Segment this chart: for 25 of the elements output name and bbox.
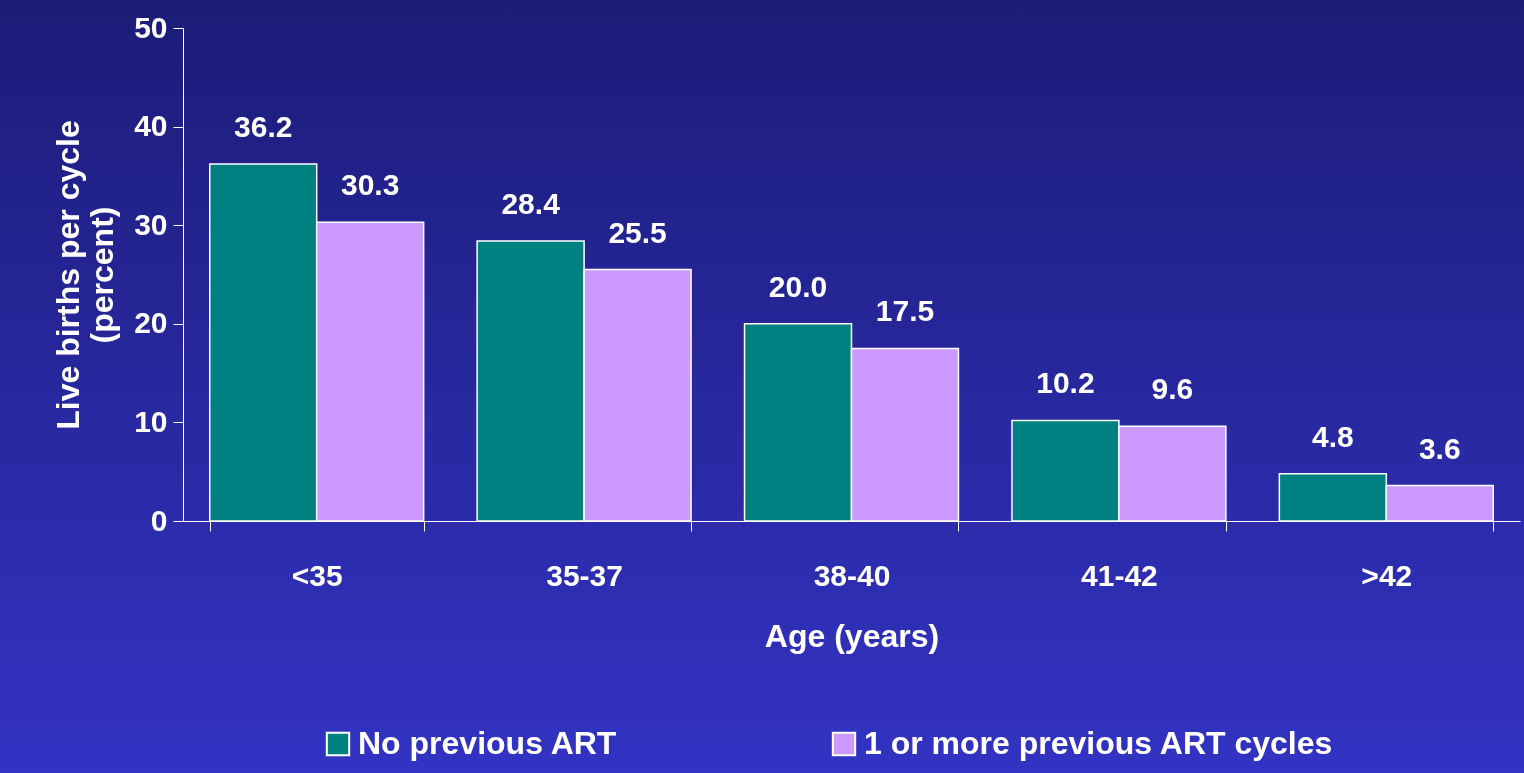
data-label: 25.5 — [608, 215, 667, 249]
data-label: 30.3 — [340, 168, 400, 202]
y-axis-title: Live births per cycle (percent) — [50, 120, 121, 430]
y-tick-label: 40 — [134, 109, 168, 143]
data-label: 3.6 — [1418, 431, 1461, 465]
data-label: 17.5 — [875, 294, 935, 328]
data-label: 20.0 — [768, 269, 828, 303]
data-label: 10.2 — [1036, 366, 1095, 400]
x-tick-label: >42 — [1361, 558, 1413, 592]
y-tick-label: 0 — [150, 503, 168, 537]
legend-label: No previous ART — [358, 725, 617, 761]
x-tick-label: 35-37 — [546, 558, 623, 592]
data-label: 4.8 — [1311, 419, 1354, 453]
x-tick-label: 41-42 — [1081, 558, 1158, 592]
y-tick-label: 10 — [134, 404, 168, 438]
x-axis-title: Age (years) — [764, 617, 940, 654]
legend-label: 1 or more previous ART cycles — [864, 725, 1333, 761]
x-tick-label: <35 — [291, 558, 343, 592]
y-tick-label: 20 — [134, 306, 168, 340]
data-label: 28.4 — [501, 186, 561, 220]
data-label: 36.2 — [234, 110, 293, 144]
y-tick-label: 30 — [134, 207, 168, 241]
data-label: 9.6 — [1151, 372, 1194, 406]
x-tick-label: 38-40 — [813, 558, 891, 592]
y-tick-label: 50 — [134, 10, 168, 44]
